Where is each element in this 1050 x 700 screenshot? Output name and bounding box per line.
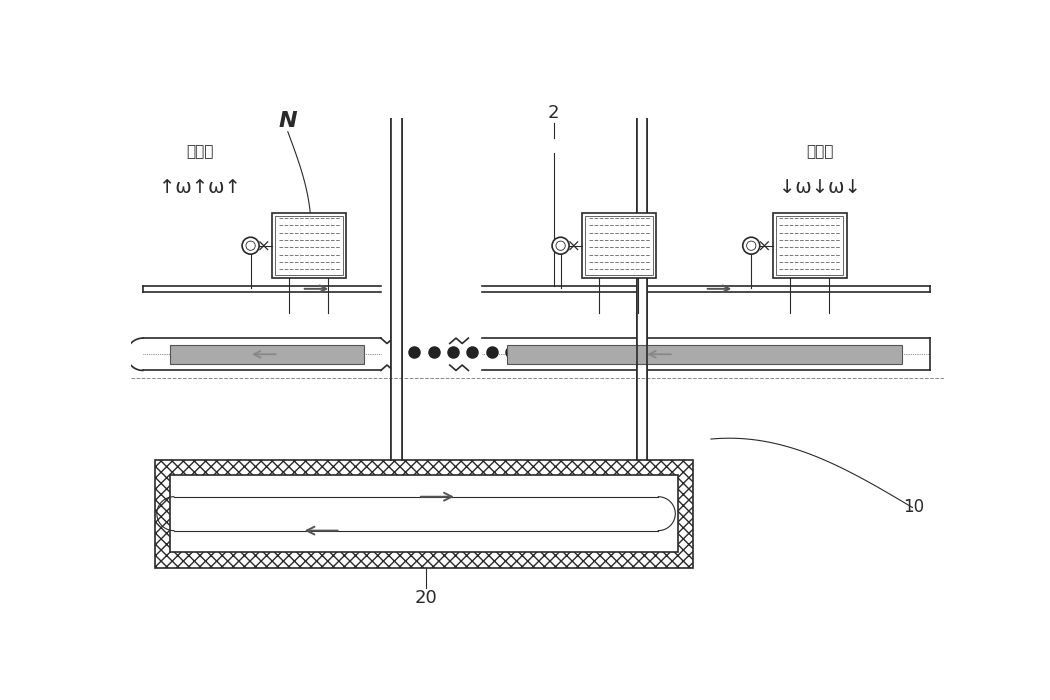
Bar — [776, 216, 843, 275]
Bar — [636, 119, 648, 460]
Circle shape — [747, 241, 756, 251]
Bar — [170, 345, 363, 363]
Circle shape — [742, 237, 760, 254]
Bar — [586, 216, 653, 275]
Bar — [773, 213, 846, 279]
Text: 上件区: 上件区 — [805, 144, 833, 160]
Text: 下件区: 下件区 — [186, 144, 213, 160]
Text: ↑ω↑ω↑: ↑ω↑ω↑ — [159, 178, 240, 197]
Text: 10: 10 — [903, 498, 925, 517]
Circle shape — [552, 237, 569, 254]
Bar — [154, 460, 693, 568]
Text: ↓ω↓ω↓: ↓ω↓ω↓ — [778, 178, 860, 197]
Bar — [275, 216, 342, 275]
Bar — [583, 213, 656, 279]
Bar — [272, 213, 345, 279]
Circle shape — [555, 241, 565, 251]
Bar — [170, 475, 677, 552]
Text: 20: 20 — [415, 589, 437, 608]
Text: N: N — [278, 111, 297, 131]
Bar — [391, 119, 402, 460]
Circle shape — [246, 241, 255, 251]
Bar — [507, 345, 902, 363]
Circle shape — [243, 237, 259, 254]
Text: 2: 2 — [548, 104, 560, 122]
